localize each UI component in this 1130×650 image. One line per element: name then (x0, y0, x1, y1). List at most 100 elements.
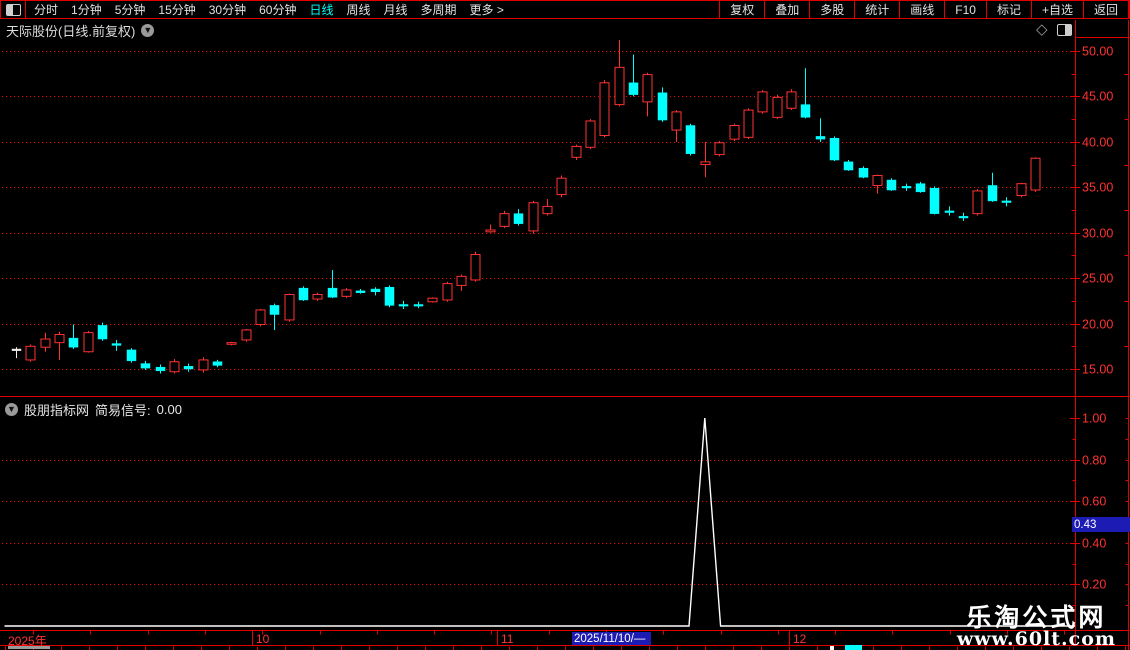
candle-body (226, 342, 237, 345)
period-item-5[interactable]: 60分钟 (259, 3, 297, 17)
action-item-6[interactable]: 标记 (985, 1, 1031, 18)
candle-body (384, 286, 395, 306)
candle-body (929, 187, 940, 214)
candle-body (241, 329, 252, 341)
signal-axis-label: 1.00 (1082, 412, 1106, 426)
candle-body (915, 183, 926, 193)
price-axis-label: 45.00 (1082, 90, 1113, 104)
candle-body (614, 66, 625, 106)
candle-body (958, 216, 969, 219)
indicator-chevron-icon[interactable]: ▼ (5, 403, 18, 416)
candle-body (901, 186, 912, 189)
candle-body (1030, 157, 1041, 191)
price-axis-label: 15.00 (1082, 363, 1113, 377)
price-axis-label: 25.00 (1082, 272, 1113, 286)
panel-collapse-icon[interactable] (1056, 23, 1072, 36)
action-item-7[interactable]: +自选 (1030, 1, 1083, 18)
candle-body (585, 120, 596, 148)
candle-body (499, 213, 510, 227)
selected-date-marker: 2025/11/10/— (572, 632, 651, 645)
candle-body (886, 179, 897, 191)
candle-body (355, 290, 366, 293)
period-item-6[interactable]: 日线 (309, 3, 334, 17)
candle-body (413, 304, 424, 307)
clipped-pane-text (8, 646, 50, 649)
candle-body (370, 288, 381, 293)
candle-body (198, 359, 209, 371)
candle-body (442, 283, 453, 301)
price-axis-label: 20.00 (1082, 318, 1113, 332)
period-item-10[interactable]: 更多 > (469, 3, 504, 17)
axis-month-label-12: 12 (793, 632, 807, 646)
watermark: 乐淘公式网 www.60lt.com (957, 605, 1116, 649)
period-item-8[interactable]: 月线 (383, 3, 408, 17)
chart-title-row: 天际股份(日线.前复权) ▼ (6, 21, 155, 40)
signal-axis-label: 0.20 (1082, 578, 1106, 592)
candle-body (972, 190, 983, 215)
candle-body (54, 333, 65, 344)
action-item-3[interactable]: 统计 (854, 1, 899, 18)
signal-line (4, 417, 1075, 627)
action-item-8[interactable]: 返回 (1082, 1, 1129, 18)
axis-year-label: 2025年 (8, 634, 47, 648)
title-right-icons: ◇ (1036, 22, 1072, 37)
axis-month-label-11: 11 (501, 632, 514, 646)
signal-axis-label: 0.60 (1082, 495, 1106, 509)
candle-body (786, 91, 797, 109)
candle-body (427, 297, 438, 303)
clipped-pane-mark (830, 646, 834, 650)
candle-body (284, 294, 295, 321)
candle-body (599, 82, 610, 136)
indicator-value-marker: 0.43 (1072, 517, 1130, 532)
candle-body (111, 343, 122, 346)
candle-body (571, 145, 582, 158)
action-item-1[interactable]: 叠加 (764, 1, 809, 18)
layout-toggle-button[interactable] (1, 1, 26, 18)
candle-body (944, 210, 955, 213)
watermark-site-url: www.60lt.com (956, 628, 1116, 650)
candle-body (642, 74, 653, 103)
split-screen-icon (5, 3, 21, 16)
candle-body (700, 161, 711, 166)
period-item-1[interactable]: 1分钟 (71, 3, 102, 17)
candle-body (528, 202, 539, 232)
diamond-icon[interactable]: ◇ (1036, 21, 1048, 38)
action-item-2[interactable]: 多股 (809, 1, 854, 18)
period-item-2[interactable]: 5分钟 (114, 3, 146, 17)
candle-body (800, 104, 811, 118)
period-item-7[interactable]: 周线 (346, 3, 371, 17)
watermark-site-name: 乐淘公式网 (966, 603, 1107, 632)
action-item-5[interactable]: F10 (944, 1, 986, 18)
indicator-name: 简易信号: (95, 403, 151, 418)
axis-month-label-10: 10 (256, 632, 270, 646)
signal-axis-label: 0.40 (1082, 537, 1106, 551)
candle-body (327, 287, 338, 298)
price-axis-label: 30.00 (1082, 227, 1113, 241)
candle-body (140, 363, 151, 369)
period-item-4[interactable]: 30分钟 (208, 3, 247, 17)
candle-body (83, 332, 94, 353)
candle-body (671, 111, 682, 131)
action-item-0[interactable]: 复权 (719, 1, 764, 18)
period-item-9[interactable]: 多周期 (420, 3, 457, 17)
candle-body (25, 345, 36, 361)
candle-body (714, 142, 725, 156)
page-title: 天际股份(日线.前复权) (6, 24, 136, 39)
indicator-value: 0.00 (156, 402, 182, 417)
action-item-4[interactable]: 画线 (899, 1, 944, 18)
chevron-down-icon[interactable]: ▼ (141, 24, 155, 37)
candle-body (628, 82, 639, 95)
candle-body (155, 366, 166, 372)
candle-body (298, 287, 309, 301)
period-item-3[interactable]: 15分钟 (158, 3, 196, 17)
candle-body (341, 289, 352, 297)
period-item-0[interactable]: 分时 (34, 3, 59, 17)
candle-body (556, 177, 567, 196)
candle-body (212, 361, 223, 366)
indicator-header: ▼ 股朋指标网 简易信号: 0.00 (5, 400, 182, 419)
candle-body (97, 325, 108, 340)
candle-body (815, 136, 826, 140)
price-axis-label: 50.00 (1082, 45, 1113, 59)
